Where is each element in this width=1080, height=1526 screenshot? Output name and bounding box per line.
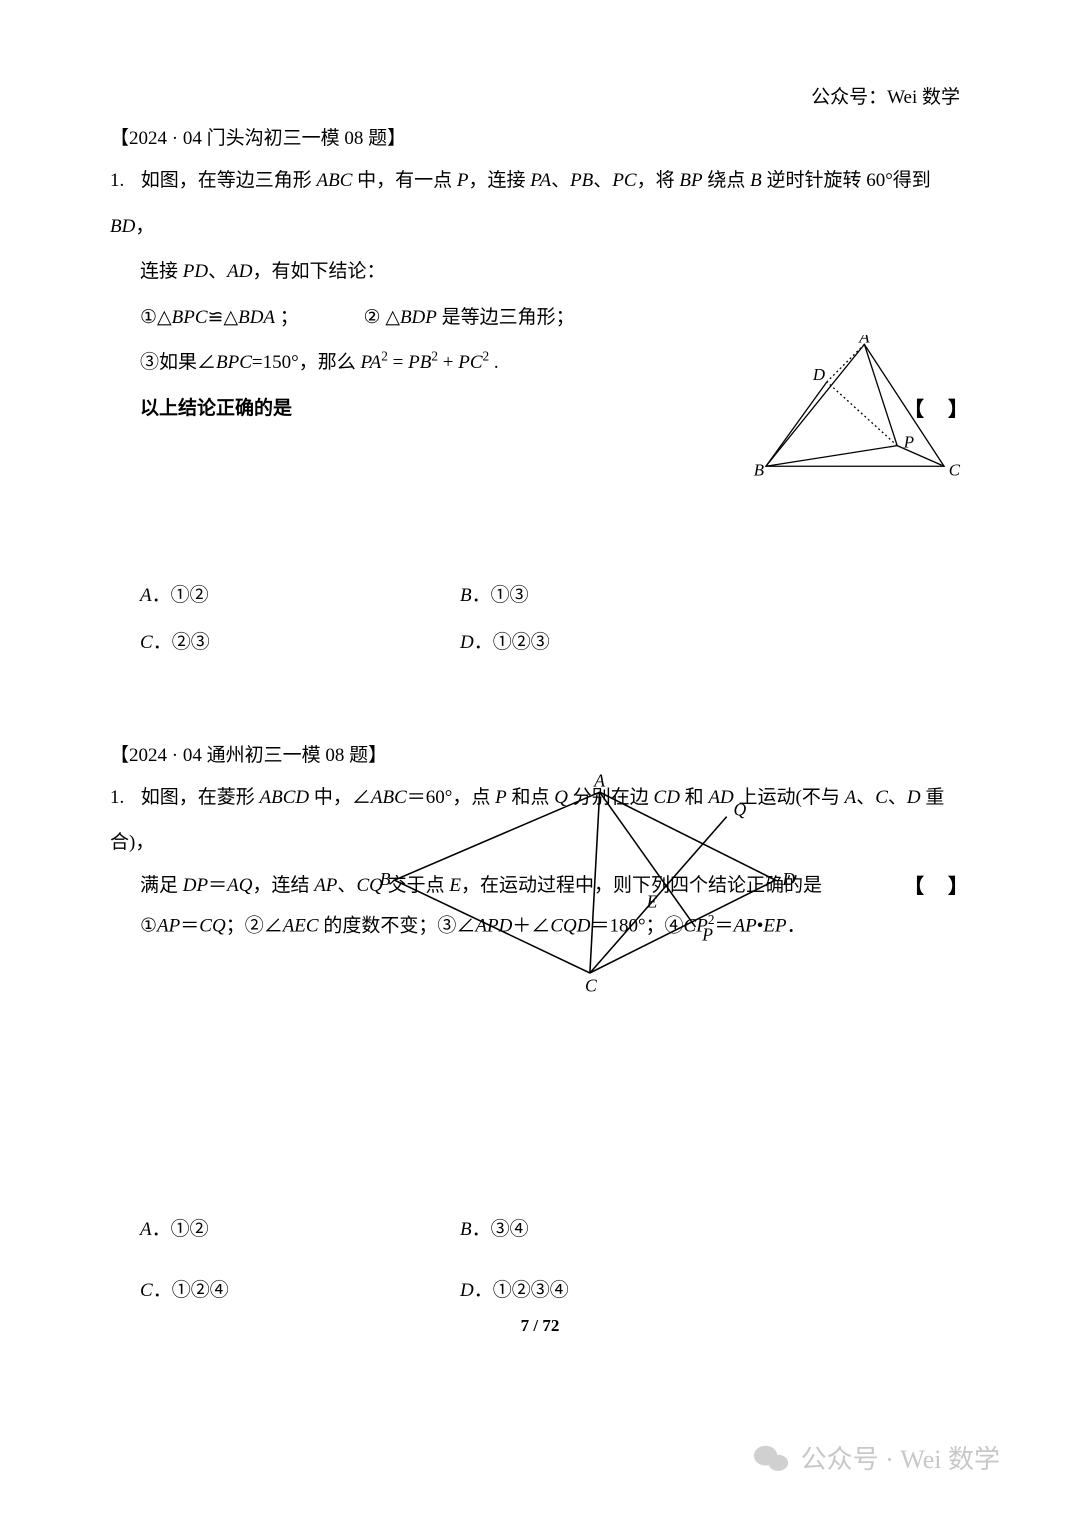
q2-number: 1.	[110, 775, 136, 821]
q2-option-A[interactable]: A．①②	[140, 1206, 460, 1254]
q1-statements-12: ①△BPC≌△BDA ； ② △BDP 是等边三角形；	[140, 295, 970, 341]
watermark: 公众号 · Wei 数学	[753, 1439, 1000, 1476]
fig1-label-A: A	[858, 335, 870, 347]
q2-option-B[interactable]: B．③④	[460, 1206, 780, 1254]
fig1-label-C: C	[949, 461, 961, 480]
q1-text2: 连接 PD、AD，有如下结论：	[140, 249, 970, 295]
fig1-label-B: B	[754, 461, 764, 480]
q1-option-A[interactable]: A．①②	[140, 572, 460, 620]
fig2-label-P: P	[701, 925, 713, 945]
q1-text1: 如图，在等边三角形 ABC 中，有一点 P，连接 PA、PB、PC，将 BP 绕…	[110, 170, 931, 237]
fig2-label-D: D	[781, 869, 795, 889]
q1-title: 【2024 · 04 门头沟初三一模 08 题】	[110, 120, 970, 158]
fig1-label-D: D	[812, 365, 825, 384]
q2-option-C[interactable]: C．①②④	[140, 1267, 460, 1315]
q1-options: A．①② B．①③ C．②③ D．①②③	[110, 572, 970, 667]
fig2-label-Q: Q	[734, 800, 747, 820]
question-1: 【2024 · 04 门头沟初三一模 08 题】 1. 如图，在等边三角形 AB…	[110, 120, 970, 667]
fig2-label-B: B	[380, 869, 391, 889]
page-number: 7 / 72	[0, 1316, 1080, 1336]
q2-title: 【2024 · 04 通州初三一模 08 题】	[110, 737, 970, 775]
q2-answer-bracket: 【 】	[904, 866, 970, 908]
q1-option-C[interactable]: C．②③	[140, 619, 460, 667]
fig1-label-P: P	[903, 433, 914, 452]
fig2-label-C: C	[585, 976, 597, 996]
q2-option-D[interactable]: D．①②③④	[460, 1267, 780, 1315]
q1-figure: A B C D P	[740, 335, 970, 485]
q1-number: 1.	[110, 158, 136, 204]
question-2: 【2024 · 04 通州初三一模 08 题】 1. 如图，在菱形 ABCD 中…	[110, 737, 970, 1315]
q2-options: A．①② B．③④ C．①②④ D．①②③④	[110, 1206, 970, 1315]
q1-option-D[interactable]: D．①②③	[460, 619, 780, 667]
q2-figure: A B C D Q P E	[370, 770, 800, 1000]
header-source: 公众号：Wei 数学	[811, 82, 960, 109]
q1-option-B[interactable]: B．①③	[460, 572, 780, 620]
wechat-icon	[753, 1443, 789, 1473]
fig2-label-A: A	[593, 770, 605, 790]
fig2-label-E: E	[646, 891, 658, 911]
